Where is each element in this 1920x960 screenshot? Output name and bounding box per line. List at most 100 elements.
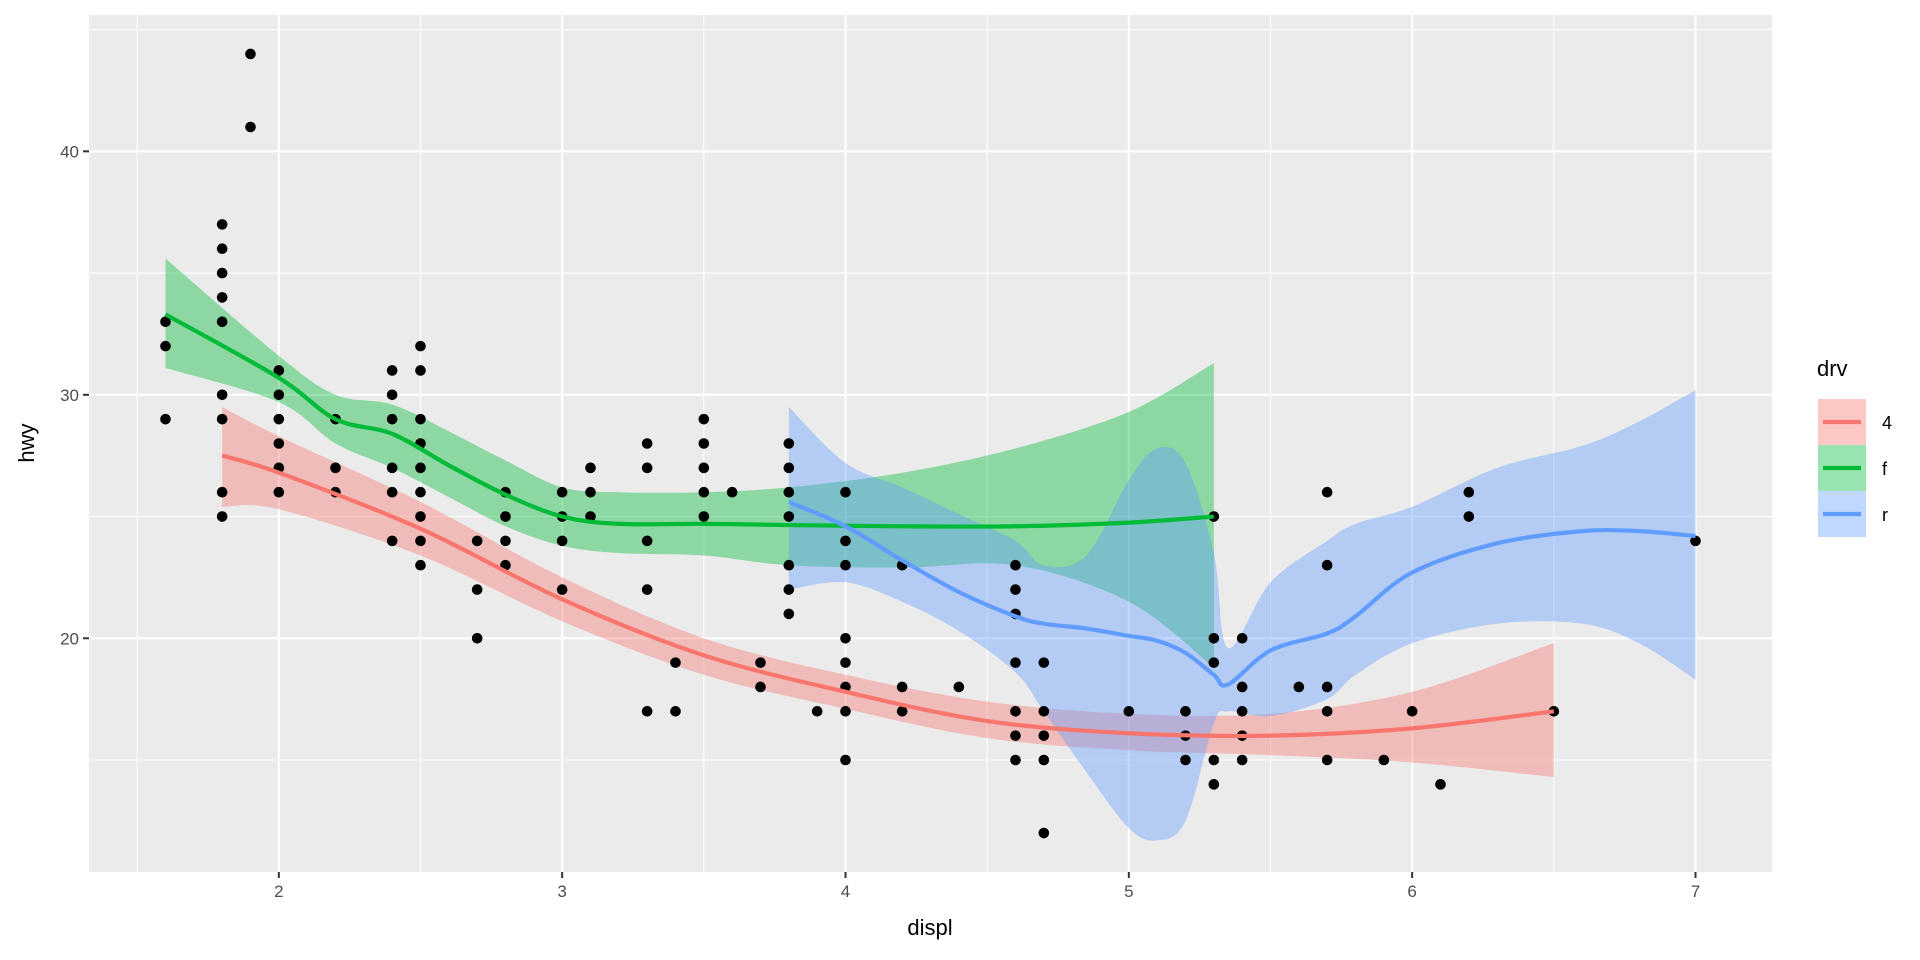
data-point bbox=[1010, 754, 1021, 766]
data-point bbox=[1123, 706, 1135, 717]
data-point bbox=[415, 511, 426, 522]
data-point bbox=[783, 511, 795, 522]
data-point bbox=[1038, 754, 1050, 766]
data-point bbox=[415, 340, 426, 352]
data-point bbox=[1321, 681, 1333, 693]
data-point bbox=[216, 267, 228, 279]
data-point bbox=[641, 584, 653, 595]
data-point bbox=[273, 438, 285, 449]
data-point bbox=[670, 706, 681, 717]
data-point bbox=[726, 486, 738, 498]
data-point bbox=[811, 706, 823, 717]
data-point bbox=[698, 413, 710, 425]
data-point bbox=[840, 486, 851, 498]
legend-label-4: 4 bbox=[1882, 413, 1892, 433]
data-point bbox=[415, 365, 426, 376]
y-tick-label: 40 bbox=[60, 142, 79, 161]
data-point bbox=[641, 706, 653, 717]
data-point bbox=[245, 48, 256, 60]
data-point bbox=[386, 486, 398, 498]
legend-label-r: r bbox=[1882, 505, 1888, 525]
data-point bbox=[1236, 681, 1248, 693]
data-point bbox=[698, 486, 710, 498]
smooth-line-f bbox=[164, 312, 1214, 529]
data-point bbox=[1208, 657, 1220, 668]
data-point bbox=[783, 608, 795, 620]
data-point bbox=[698, 438, 710, 449]
data-point bbox=[698, 462, 710, 474]
data-point bbox=[415, 462, 426, 474]
data-points bbox=[160, 48, 1701, 839]
data-point bbox=[783, 462, 795, 474]
data-point bbox=[641, 462, 653, 474]
x-tick-label: 2 bbox=[274, 882, 283, 901]
data-point bbox=[273, 389, 285, 401]
data-point bbox=[216, 316, 228, 328]
legend: drv 4 f r bbox=[1817, 356, 1892, 537]
data-point bbox=[160, 340, 171, 352]
data-point bbox=[245, 121, 256, 133]
data-point bbox=[471, 535, 483, 547]
x-tick-label: 4 bbox=[841, 882, 850, 901]
data-point bbox=[216, 486, 228, 498]
data-point bbox=[216, 413, 228, 425]
data-point bbox=[386, 413, 398, 425]
data-point bbox=[840, 657, 851, 668]
data-point bbox=[1038, 730, 1050, 741]
x-tick-label: 5 bbox=[1124, 882, 1133, 901]
data-point bbox=[783, 584, 795, 595]
data-point bbox=[415, 535, 426, 547]
data-point bbox=[1321, 706, 1333, 717]
data-point bbox=[1038, 827, 1050, 839]
legend-label-f: f bbox=[1882, 459, 1888, 479]
data-point bbox=[415, 486, 426, 498]
data-point bbox=[1010, 730, 1021, 741]
data-point bbox=[1463, 511, 1475, 522]
data-point bbox=[160, 413, 171, 425]
data-point bbox=[1208, 779, 1220, 790]
legend-title: drv bbox=[1817, 356, 1848, 381]
data-point bbox=[641, 438, 653, 449]
smooth-line-4 bbox=[221, 453, 1555, 739]
data-point bbox=[330, 462, 341, 474]
data-point bbox=[698, 511, 710, 522]
data-point bbox=[216, 219, 228, 230]
data-point bbox=[1038, 657, 1050, 668]
y-axis-title: hwy bbox=[14, 423, 39, 462]
data-point bbox=[585, 486, 596, 498]
y-axis: 20 30 40 bbox=[60, 142, 89, 648]
x-tick-label: 6 bbox=[1407, 882, 1416, 901]
data-point bbox=[1010, 584, 1021, 595]
data-point bbox=[1463, 486, 1475, 498]
data-point bbox=[1236, 632, 1248, 644]
smooth-lines bbox=[164, 312, 1696, 739]
data-point bbox=[1690, 535, 1701, 547]
data-point bbox=[755, 657, 766, 668]
data-point bbox=[641, 535, 653, 547]
ribbon-r bbox=[788, 389, 1696, 841]
data-point bbox=[556, 584, 568, 595]
data-point bbox=[670, 657, 681, 668]
data-point bbox=[216, 511, 228, 522]
data-point bbox=[415, 413, 426, 425]
data-point bbox=[953, 681, 965, 693]
data-point bbox=[1180, 706, 1191, 717]
y-tick-label: 30 bbox=[60, 386, 79, 405]
data-point bbox=[840, 706, 851, 717]
data-point bbox=[556, 486, 568, 498]
data-point bbox=[1010, 657, 1021, 668]
data-point bbox=[216, 243, 228, 255]
data-point bbox=[1378, 754, 1390, 766]
data-point bbox=[1038, 706, 1050, 717]
data-point bbox=[840, 535, 851, 547]
data-point bbox=[840, 754, 851, 766]
data-point bbox=[273, 413, 285, 425]
smooth-line-r bbox=[788, 500, 1696, 688]
data-point bbox=[1435, 779, 1446, 790]
y-tick-label: 20 bbox=[60, 629, 79, 648]
data-point bbox=[896, 706, 908, 717]
data-point bbox=[1010, 559, 1021, 571]
data-point bbox=[1236, 706, 1248, 717]
data-point bbox=[1236, 754, 1248, 766]
data-point bbox=[783, 486, 795, 498]
